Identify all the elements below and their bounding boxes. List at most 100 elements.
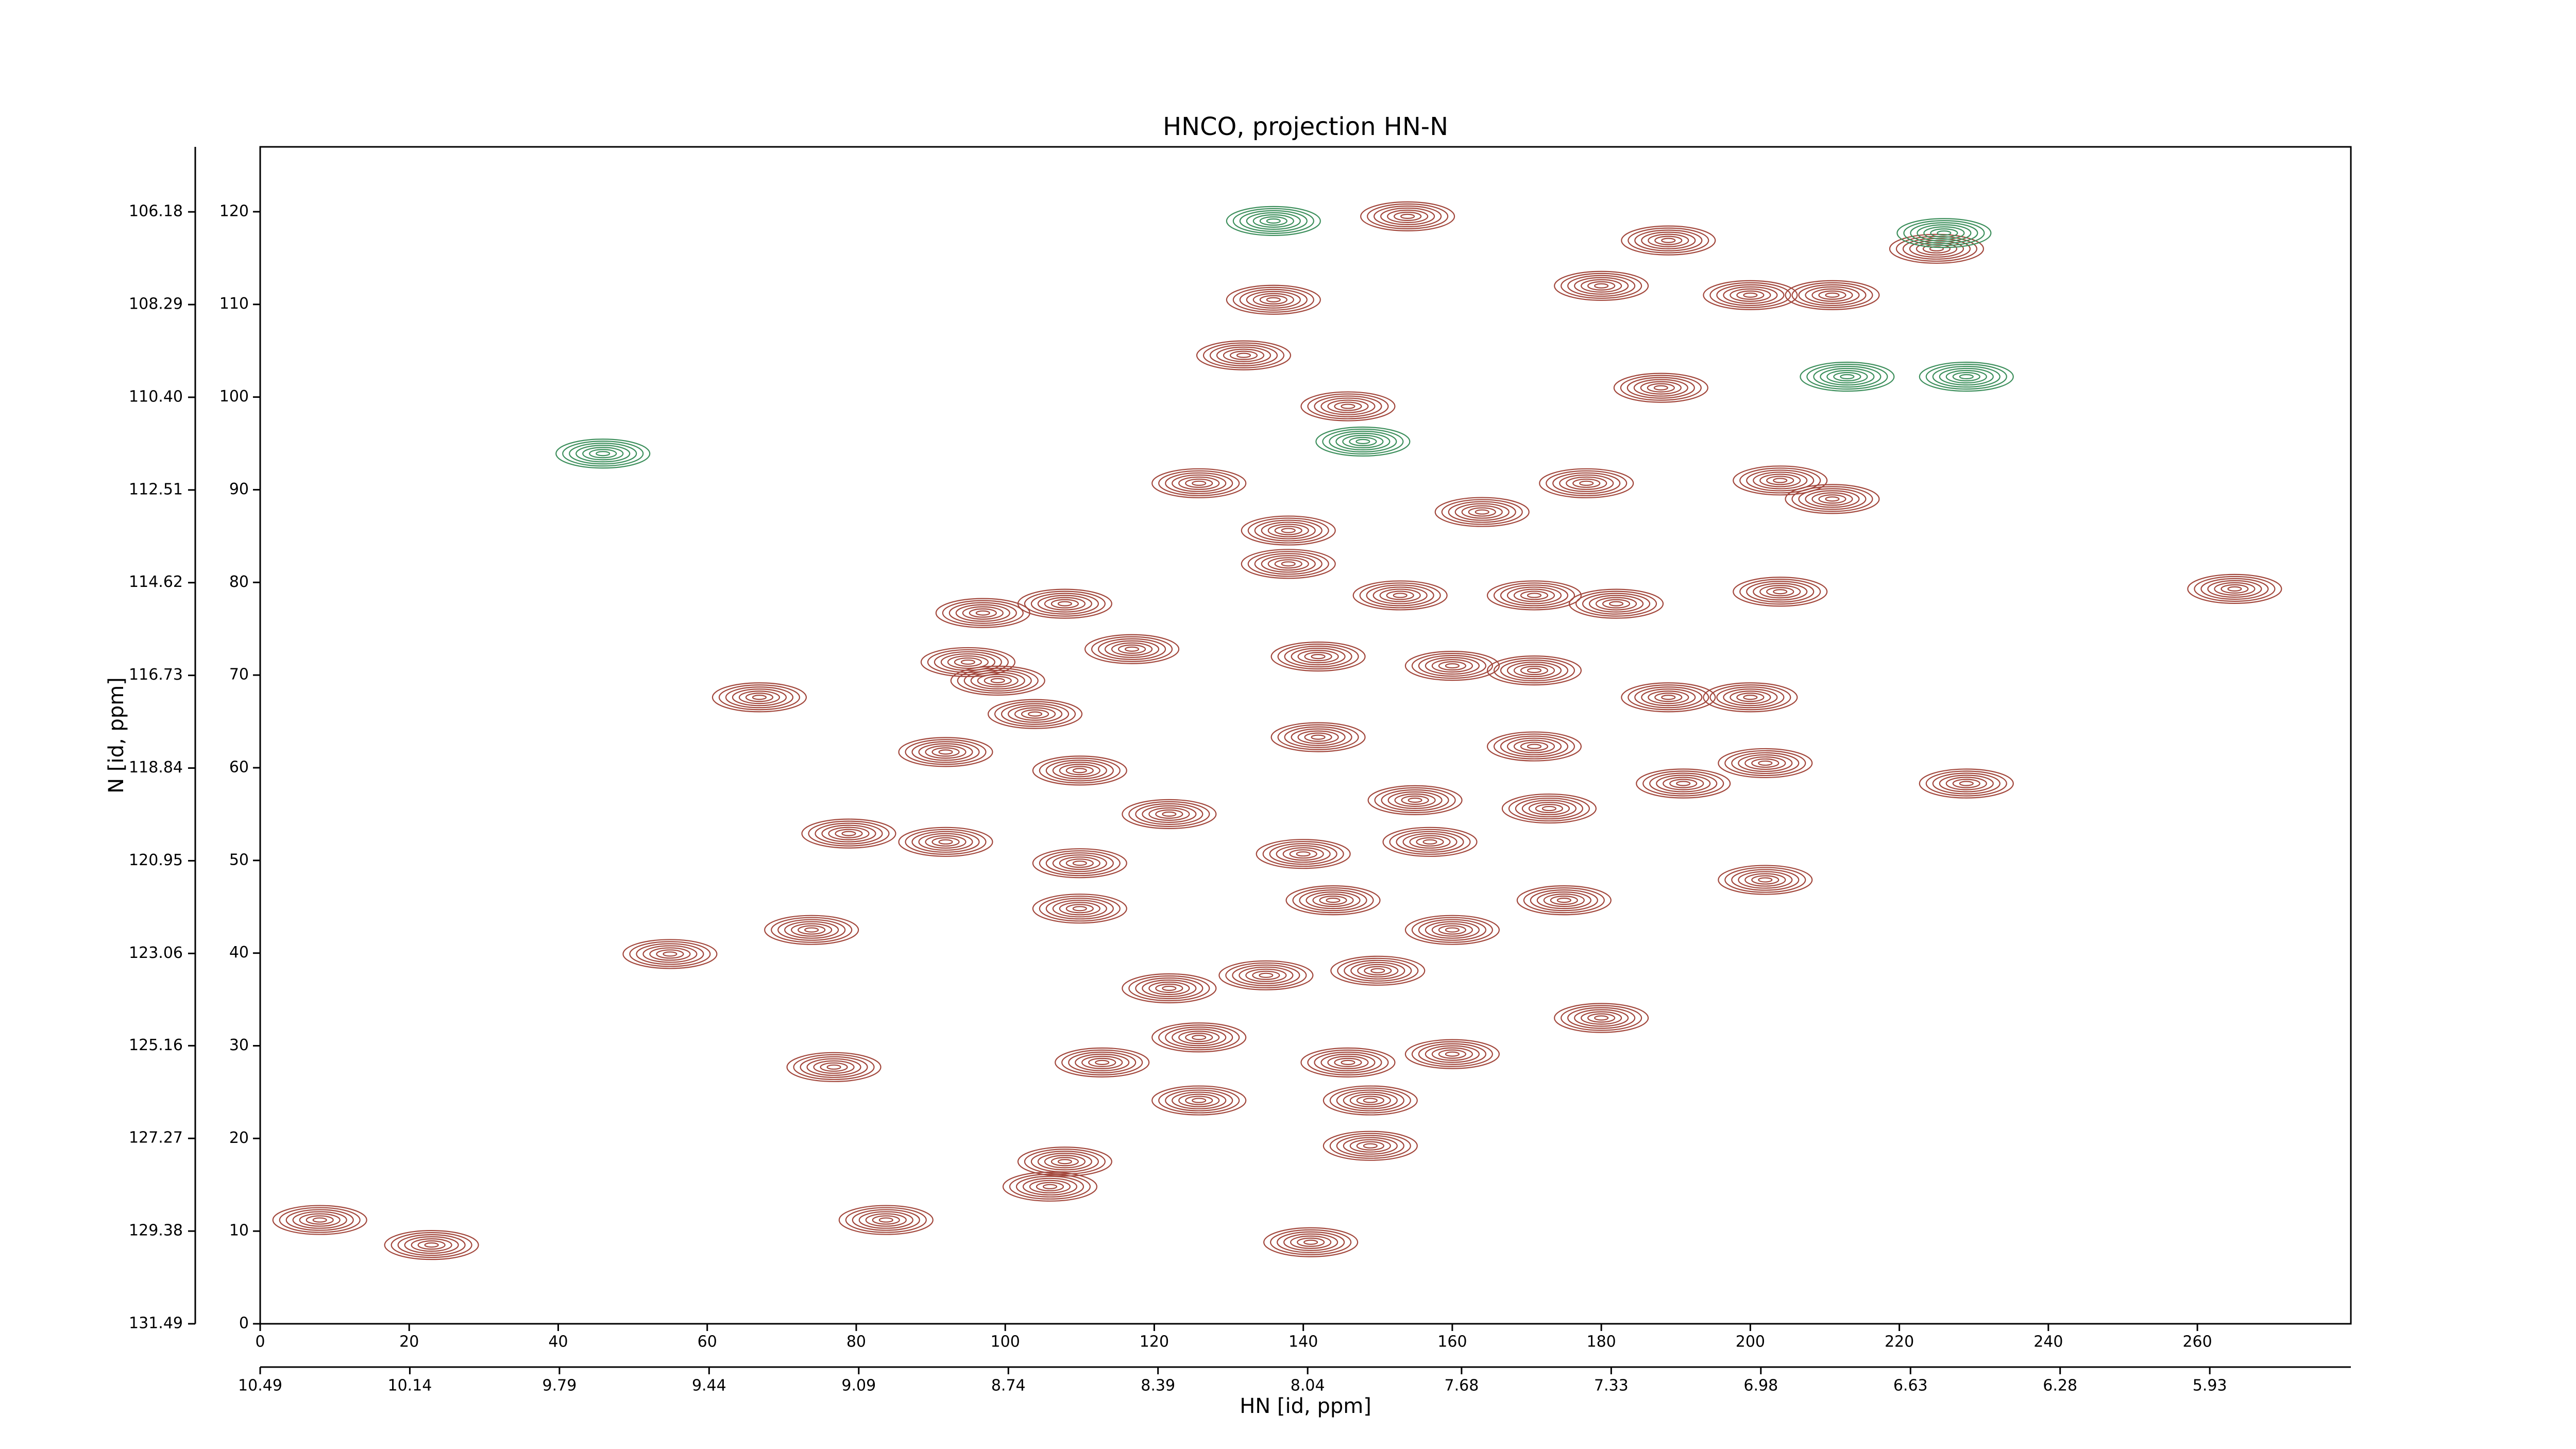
x-tick-label: 100: [991, 1333, 1020, 1351]
peak-contour: [1247, 517, 1329, 544]
peak-contour: [1393, 593, 1408, 598]
peak-contour: [1521, 799, 1577, 818]
x2-tick-label: 7.68: [1444, 1377, 1479, 1395]
peak-contour: [285, 1209, 354, 1231]
peak-contour: [777, 919, 846, 941]
peak-contour: [1290, 1235, 1332, 1249]
peak-contour: [925, 745, 967, 759]
peak-contour: [1731, 752, 1800, 774]
peak-contour: [942, 600, 1024, 626]
peak-contour: [1330, 955, 1426, 986]
peak-contour: [1731, 869, 1800, 891]
peak-contour: [1438, 1049, 1466, 1059]
peak-contour: [1527, 593, 1542, 598]
peak-contour: [1919, 768, 2014, 799]
peak-contour: [1800, 361, 1895, 392]
peak-contour: [1027, 711, 1043, 717]
peak-contour: [962, 606, 1004, 620]
peak-contour: [1236, 352, 1251, 358]
peak-contour: [1334, 401, 1362, 411]
peak-contour: [938, 749, 953, 755]
x2-tick-label: 5.93: [2193, 1377, 2227, 1395]
peak-contour: [1379, 588, 1421, 602]
x-tick-label: 20: [399, 1333, 419, 1351]
peak-contour: [1158, 1087, 1240, 1114]
peak-contour: [1703, 280, 1798, 310]
peak-contour: [1621, 682, 1716, 713]
peak-contour: [970, 671, 1025, 689]
peak-contour: [1642, 770, 1724, 797]
peak-contour: [1122, 973, 1217, 1004]
peak-contour: [1155, 983, 1183, 993]
peak-contour: [960, 659, 975, 665]
x-tick-label: 80: [846, 1333, 866, 1351]
peak-contour: [718, 684, 801, 711]
peak-contour: [1042, 1184, 1058, 1189]
peak-contour: [745, 693, 774, 702]
peak-contour: [1381, 789, 1449, 811]
plot-frame: [259, 146, 2352, 1325]
peak-contour: [1567, 275, 1636, 297]
peak-contour: [1282, 847, 1324, 861]
y-tick-label: 40: [229, 943, 249, 962]
peak-contour: [1743, 695, 1758, 700]
peak-contour: [1434, 497, 1530, 527]
peak-contour: [1468, 507, 1496, 517]
peak-contour: [1431, 923, 1473, 937]
peak-contour: [841, 831, 856, 836]
peak-contour: [1380, 207, 1435, 225]
peak-contour: [636, 943, 704, 965]
y-tick-label: 80: [229, 573, 249, 591]
peak-contour: [838, 1205, 934, 1235]
peak-contour: [1165, 1089, 1233, 1111]
peak-contour: [918, 743, 973, 761]
peak-contour: [865, 1213, 907, 1227]
x-tick-label: 160: [1437, 1333, 1467, 1351]
peak-contour: [1151, 468, 1247, 498]
peak-contour: [1647, 383, 1675, 393]
peak-contour: [1552, 472, 1621, 494]
peak-contour: [1513, 588, 1555, 602]
peak-contour: [1438, 925, 1466, 935]
peak-contour: [905, 739, 987, 765]
peak-contour: [1730, 690, 1771, 704]
peak-contour: [1758, 877, 1773, 883]
peak-contour: [791, 923, 833, 937]
peak-contour: [1039, 757, 1121, 784]
y-tick-label: 20: [229, 1129, 249, 1147]
peak-contour: [1528, 801, 1570, 816]
peak-contour: [1356, 1141, 1384, 1151]
peak-contour: [1811, 288, 1853, 302]
peak-contour: [1216, 346, 1272, 364]
x-tick-label: 120: [1140, 1333, 1169, 1351]
peak-contour: [1232, 287, 1314, 313]
peak-contour: [649, 947, 691, 961]
peaks: [272, 201, 2282, 1260]
peak-contour: [1039, 896, 1121, 922]
peak-contour: [629, 941, 711, 967]
peak-contour: [1307, 1049, 1389, 1075]
peak-contour: [1370, 968, 1385, 973]
peak-contour: [2221, 584, 2249, 594]
y-tick-label: 70: [229, 666, 249, 684]
peak-contour: [1541, 805, 1557, 812]
peak-contour: [1232, 208, 1314, 234]
x-tick-label: 40: [548, 1333, 568, 1351]
peak-contour: [656, 949, 684, 959]
peak-contour: [1266, 218, 1281, 224]
peak-contour: [1367, 203, 1449, 229]
peak-contour: [821, 824, 876, 843]
peak-contour: [589, 449, 617, 459]
peak-contour: [732, 688, 787, 706]
peak-contour: [1945, 777, 1987, 790]
peak-contour: [1628, 227, 1709, 254]
peak-contour: [1091, 636, 1173, 662]
peak-contour: [1959, 374, 1974, 380]
peak-contour: [1124, 646, 1140, 652]
peak-contour: [1441, 499, 1523, 525]
peak-contour: [1075, 1053, 1130, 1071]
peak-contour: [1493, 658, 1575, 684]
x2-tick-label: 9.79: [543, 1377, 577, 1395]
peak-contour: [1263, 1227, 1359, 1257]
peak-contour: [1546, 470, 1628, 496]
